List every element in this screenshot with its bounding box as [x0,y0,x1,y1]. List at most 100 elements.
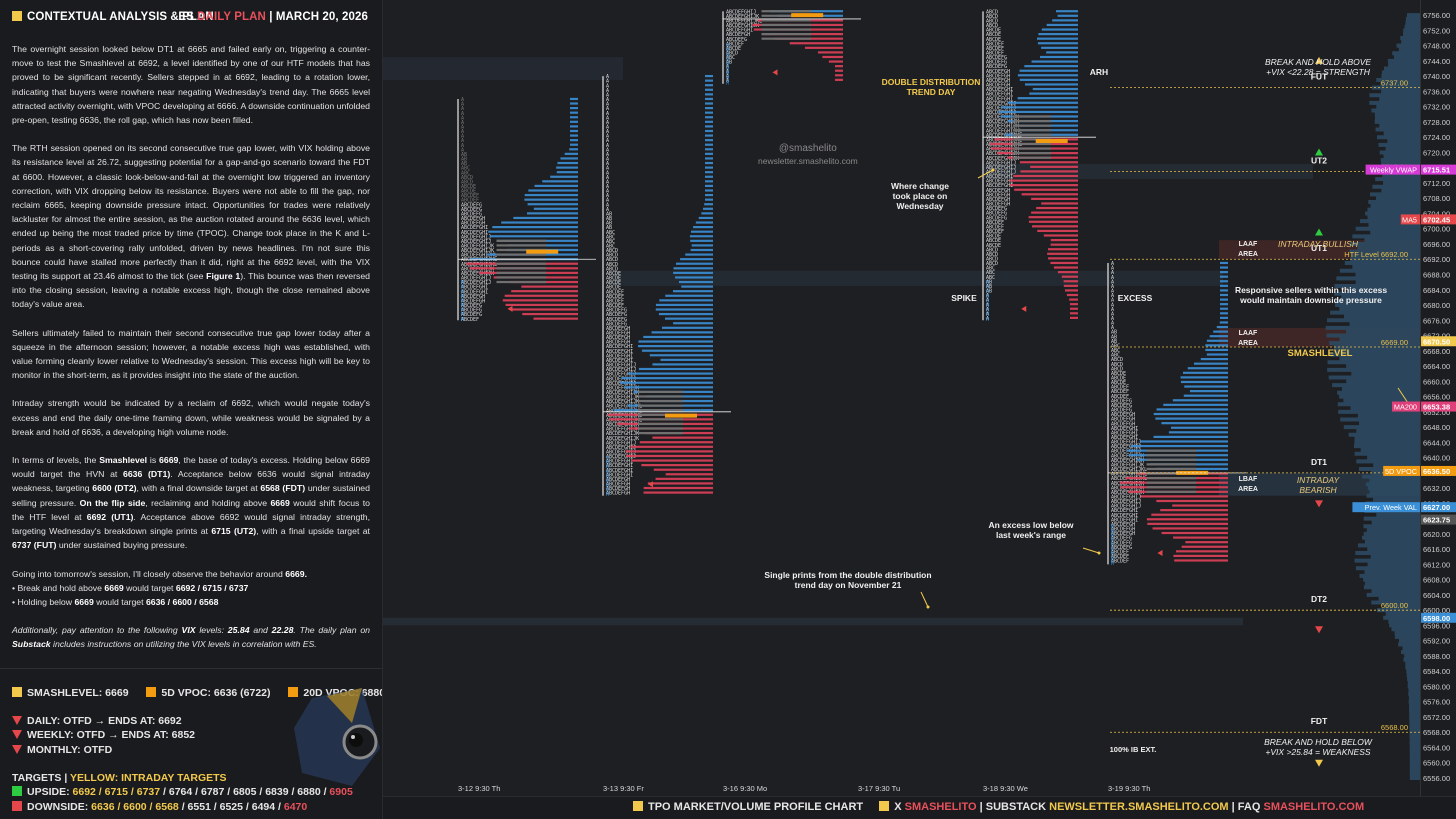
volume-bar [1050,261,1078,265]
tpo-letters: ABCDEFGHI [461,230,488,236]
tpo-letters: ABCDEFGHIJK [1111,453,1144,459]
volume-bar [672,290,713,293]
tpo-letters: ABCDEFG [1111,403,1132,409]
shaded-band [383,57,623,80]
volume-bar [630,445,713,448]
annot-single-prints: Single prints from the double distributi… [764,570,932,590]
volume-bar [1036,37,1078,40]
value-area-fill [1146,476,1196,480]
otfd-weekly: WEEKLY: OTFD → ENDS AT: 6852 [27,729,196,742]
tpo-letters: A [986,311,989,317]
tpo-letters: ABCDEFGH [606,486,630,492]
footer-faq-link[interactable]: SMASHELITO.COM [1263,801,1365,813]
volume-bar [705,79,713,82]
volume-bar [1064,289,1078,292]
tpo-letters: ABCDEFGHIJKL [461,253,497,259]
tpo-letters: ABCDE [606,285,621,291]
footer-x-handle[interactable]: SMASHELITO [904,801,977,813]
t: would target [123,582,176,593]
volume-bar [1063,280,1078,283]
y-tick-label: 6696.00 [1423,240,1450,249]
volume-bar [1041,46,1078,49]
t: Additionally, pay attention to the follo… [12,625,182,636]
arrow-head-icon [1097,551,1101,555]
x-tick-label: 3-19 9:30 Th [1108,784,1150,793]
volume-bar [524,198,578,201]
annot-intraday-bearish: INTRADAY BEARISH [1296,475,1340,495]
tpo-letters: ABCDEFGHI [606,459,633,465]
tpo-letters: A [1111,275,1114,281]
down-triangle-icon [1315,626,1323,634]
price-axis[interactable]: 6756.00 6752.00 6748.00 6744.00 6740.00 6736.… [1420,0,1456,819]
tpo-letters: ABCDEFGH [606,326,630,332]
x-tick-label: 3-16 9:30 Mo [723,784,767,793]
price-tag-label-box [1383,465,1420,476]
tpo-letters: AB [1111,330,1117,336]
upside-intraday: 6692 / 6715 / 6737 [72,786,161,799]
tpo-letters: ABCDEFGHI [986,92,1013,98]
value-area-fill [761,33,811,36]
downside-intraday: 6636 / 6600 / 6568 [91,800,179,813]
tpo-letters: ABCD [1111,362,1123,368]
volume-bar [1156,499,1228,503]
tpo-letters-m: M [606,469,609,475]
volume-bar [1013,174,1078,178]
tpo-letters: ABCD [606,257,618,263]
volume-bar [501,221,578,224]
volume-bar [1061,275,1078,278]
tpo-letters: ABCDEFGHIJ [986,101,1016,107]
tpo-letters: A [986,316,989,322]
y-tick-label: 6644.00 [1423,438,1450,447]
price-tag-value: 6627.00 [1423,503,1450,512]
volume-bar [1220,316,1228,319]
volume-bar [1037,229,1078,233]
tpo-letters: AB [461,152,467,158]
tpo-letters: ABCDEFGHI [461,225,488,231]
tpo-letters: ABCDEFGH [1111,412,1135,418]
tpoc-marker [1035,139,1068,144]
tpo-letters-m: M [461,280,464,286]
annotation-arrow [1397,387,1409,404]
footer-substack-link[interactable]: NEWSLETTER.SMASHELITO.COM [1049,801,1229,813]
y-tick-label: 6720.00 [1423,148,1450,157]
tpo-letters: ABCDEFGH [986,83,1010,89]
tpo-chart[interactable]: A A A A A A A A A A A A AB AB AB ABC ABC ABCD ABCD ABCDE ABC… [383,0,1420,796]
footer-content: TPO MARKET/VOLUME PROFILE CHART X SMASHE… [633,801,1364,813]
tpo-letters-m: M [606,488,609,494]
volume-bar [705,120,713,123]
tpo-letters: ABCDEFGH [726,32,750,38]
tpo-letters: ABCDEFG [726,37,747,43]
tpo-letters: A [1111,289,1114,295]
volume-bar [1057,271,1078,274]
price-tag-label: Weekly VWAP [1370,166,1417,175]
value-area-fill [496,239,546,242]
volume-bar [652,363,713,366]
tpo-letters: ABCD [606,262,618,268]
volume-bar [631,459,713,462]
volume-bar [1069,298,1078,301]
down-triangle-icon [1315,500,1323,508]
tpo-letters: ABCDEFGHI [1111,430,1138,436]
volume-bar [625,450,713,453]
volume-bar [1183,394,1228,397]
orange-square-icon [288,687,299,697]
price-tag-label-box [1400,214,1420,225]
volume-bar [504,294,578,297]
tpo-letters: ABCDEFGHIJ [986,105,1016,111]
upside-label: UPSIDE: [27,786,70,799]
tpo-letters: ABCDEF [986,224,1004,230]
y-tick-label: 6680.00 [1423,301,1450,310]
y-tick-label: 6740.00 [1423,72,1450,81]
value-area-fill [761,14,811,17]
tpo-letters: AB [606,225,612,231]
volume-bar [1181,545,1228,548]
y-tick-label: 6656.00 [1423,393,1450,402]
up-triangle-icon [1315,56,1323,64]
volume-bar [489,235,578,238]
volume-bar [704,203,713,206]
volume-bar [1189,390,1228,393]
tpo-letters: ABCDEFGHI [461,289,488,295]
session-profile: AAAAAAAAAAAAABABABABCABCABCDABCDABCDEABC… [457,97,596,323]
price-tag [1421,465,1456,476]
volume-bar [556,171,578,174]
